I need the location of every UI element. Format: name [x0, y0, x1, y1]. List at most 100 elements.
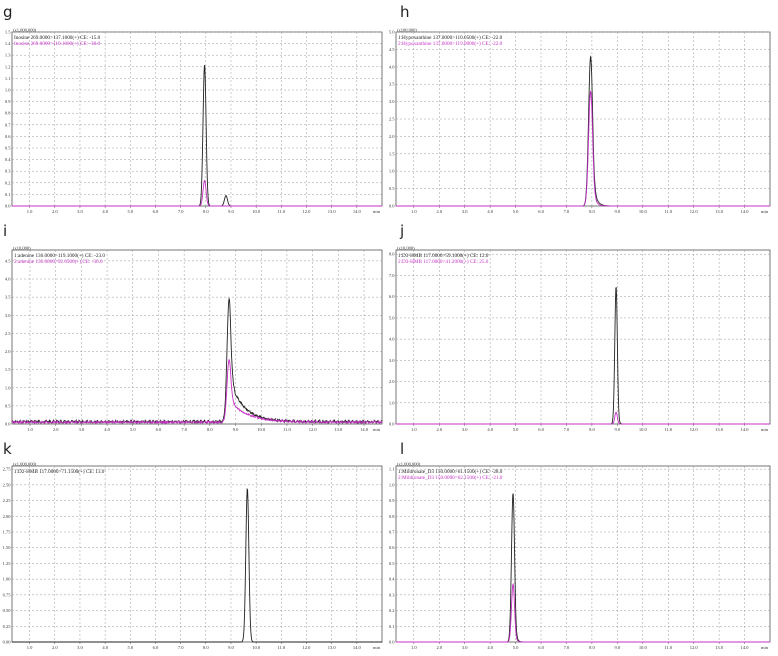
- x-tick-label: 2.0: [436, 645, 442, 650]
- y-tick-label: 7.0: [389, 273, 395, 278]
- x-tick-label: 8.0: [203, 645, 209, 650]
- x-tick-label: 6.0: [153, 209, 159, 214]
- x-tick-label: 3.0: [462, 209, 468, 214]
- y-tick-label: 3.0: [389, 99, 395, 104]
- chromatogram-j: (x10,000) 0.0 1.0 2.0 3.0 4.0 5.0 6.0 7.0 8.0 1.0 2…: [389, 246, 771, 432]
- x-tick-label: 6.0: [156, 427, 162, 432]
- y-tick-label: 2.25: [3, 498, 12, 503]
- x-unit-label: min: [373, 209, 381, 214]
- y-tick-label: 0.3: [5, 169, 11, 174]
- y-tick-label: 0.0: [5, 422, 11, 427]
- y-tick-label: 1.0: [389, 400, 395, 405]
- legend-entry: Inosine 269.0000>110.1000(+) CE: -38.0: [14, 40, 100, 47]
- panel-letter-k: k: [3, 440, 12, 458]
- series-trace: [396, 411, 770, 425]
- y-multiplier: (x10,000): [397, 246, 415, 252]
- y-tick-label: 0.00: [3, 640, 12, 645]
- y-tick-label: 0.7: [5, 122, 11, 127]
- y-tick-label: 1.5: [5, 367, 11, 372]
- y-tick-label: 2.5: [5, 331, 11, 336]
- x-tick-label: 9.0: [615, 427, 621, 432]
- y-tick-label: 1.0: [389, 169, 395, 174]
- x-tick-label: 7.0: [178, 209, 184, 214]
- plot-frame: [11, 31, 383, 207]
- y-tick-label: 0.2: [389, 608, 395, 613]
- y-multiplier: (x1,000,000): [397, 462, 421, 468]
- x-tick-label: 8.0: [203, 209, 209, 214]
- x-tick-label: 13.0: [715, 209, 724, 214]
- legend-entry: 2:Mildronate_D3 150.0000>62.1500(+) CE: …: [398, 474, 503, 481]
- x-tick-label: 1.0: [411, 427, 417, 432]
- y-tick-label: 0.4: [5, 157, 11, 162]
- y-tick-label: 1.0: [389, 482, 395, 487]
- x-tick-label: 1.0: [411, 209, 417, 214]
- x-tick-label: 6.0: [153, 645, 159, 650]
- y-tick-label: 0.0: [389, 422, 395, 427]
- x-tick-label: 8.0: [589, 645, 595, 650]
- plot-frame: [395, 465, 771, 643]
- x-tick-label: 9.0: [615, 645, 621, 650]
- x-tick-label: 2.0: [436, 209, 442, 214]
- series-trace: [396, 90, 770, 207]
- y-multiplier: (x1,000,000): [13, 462, 37, 468]
- x-tick-label: 1.0: [27, 645, 33, 650]
- x-tick-label: 12.0: [690, 645, 699, 650]
- x-tick-label: 2.0: [436, 427, 442, 432]
- y-tick-label: 0.0: [389, 204, 395, 209]
- legend-entry: Inosine 269.0000>137.1000(+) CE: -15.0: [14, 34, 101, 41]
- x-unit-label: min: [761, 209, 769, 214]
- x-tick-label: 11.0: [664, 645, 672, 650]
- x-tick-label: 10.0: [252, 645, 261, 650]
- series-trace: [396, 55, 770, 207]
- x-tick-label: 6.0: [538, 209, 544, 214]
- x-tick-label: 11.0: [283, 427, 291, 432]
- y-tick-label: 1.75: [3, 530, 12, 535]
- series-trace: [12, 65, 382, 207]
- y-tick-label: 1.3: [5, 53, 11, 58]
- x-tick-label: 5.0: [513, 209, 519, 214]
- x-tick-label: 13.0: [328, 645, 337, 650]
- x-tick-label: 13.0: [715, 645, 724, 650]
- y-tick-label: 0.5: [5, 146, 11, 151]
- x-tick-label: 11.0: [277, 209, 285, 214]
- plot-frame: [395, 249, 771, 425]
- x-tick-label: 9.0: [228, 645, 234, 650]
- y-multiplier: (x1,000,000): [13, 28, 37, 34]
- y-tick-label: 0.5: [389, 186, 395, 191]
- y-tick-label: 0.25: [3, 624, 12, 629]
- x-tick-label: 14.0: [741, 427, 750, 432]
- x-tick-label: 11.0: [277, 645, 285, 650]
- y-tick-label: 0.50: [3, 608, 12, 613]
- x-tick-label: 11.0: [664, 427, 672, 432]
- x-tick-label: 3.0: [77, 209, 83, 214]
- x-tick-label: 7.0: [178, 645, 184, 650]
- y-tick-label: 0.0: [5, 204, 11, 209]
- y-tick-label: 2.0: [5, 349, 11, 354]
- panel-letter-j: j: [400, 222, 405, 240]
- x-tick-label: 2.0: [52, 645, 58, 650]
- series-trace: [396, 493, 770, 643]
- x-tick-label: 9.0: [615, 209, 621, 214]
- x-tick-label: 14.0: [353, 645, 362, 650]
- y-tick-label: 1.0: [5, 88, 11, 93]
- x-tick-label: 3.0: [462, 427, 468, 432]
- x-tick-label: 2.0: [53, 427, 59, 432]
- x-tick-label: 7.0: [181, 427, 187, 432]
- y-tick-label: 1.00: [3, 577, 12, 582]
- x-tick-label: 5.0: [513, 427, 519, 432]
- x-tick-label: 8.0: [207, 427, 213, 432]
- y-tick-label: 0.6: [389, 545, 395, 550]
- chromatogram-l: (x1,000,000) 0.0 0.1 0.2 0.3 0.4 0.5 0.6 0.7 0.8 0…: [389, 462, 771, 650]
- y-tick-label: 0.1: [5, 192, 11, 197]
- x-tick-label: 8.0: [589, 427, 595, 432]
- legend-entry: 1:adenine 136.0000>119.1000(+) CE: -23.0: [14, 252, 105, 259]
- x-unit-label: min: [373, 645, 381, 650]
- x-tick-label: 7.0: [564, 427, 570, 432]
- x-tick-label: 5.0: [127, 645, 133, 650]
- plot-frame: [11, 249, 383, 425]
- x-tick-label: 10.0: [639, 209, 648, 214]
- x-tick-label: 5.0: [513, 645, 519, 650]
- x-tick-label: 13.0: [715, 427, 724, 432]
- series-trace: [396, 582, 770, 643]
- y-tick-label: 1.0: [5, 385, 11, 390]
